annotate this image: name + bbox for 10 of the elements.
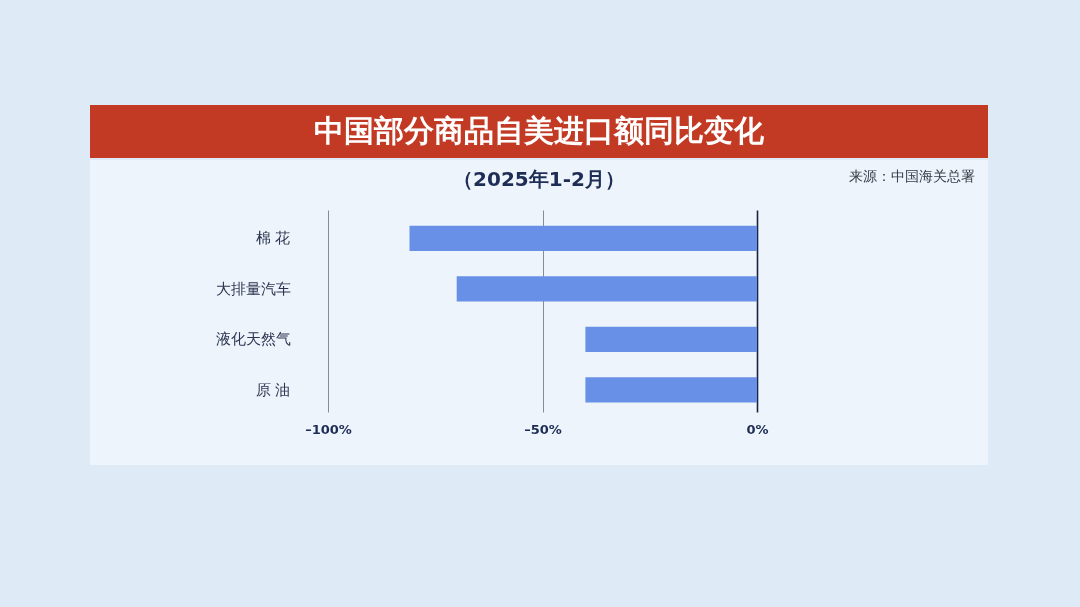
y-tick-label: 液化天然气	[215, 330, 291, 349]
x-tick-label: –100%	[305, 421, 352, 437]
chart-subtitle: （2025年1-2月）	[453, 167, 625, 191]
y-tick-label: 原 油	[255, 380, 291, 399]
y-tick-label: 棉 花	[255, 229, 291, 248]
x-tick-label: 0%	[746, 421, 769, 437]
chart-title: 中国部分商品自美进口额同比变化	[314, 113, 765, 148]
x-tick-label: –50%	[524, 421, 562, 437]
y-tick-label: 大排量汽车	[215, 279, 291, 298]
source-note: 来源：中国海关总署	[849, 168, 975, 184]
